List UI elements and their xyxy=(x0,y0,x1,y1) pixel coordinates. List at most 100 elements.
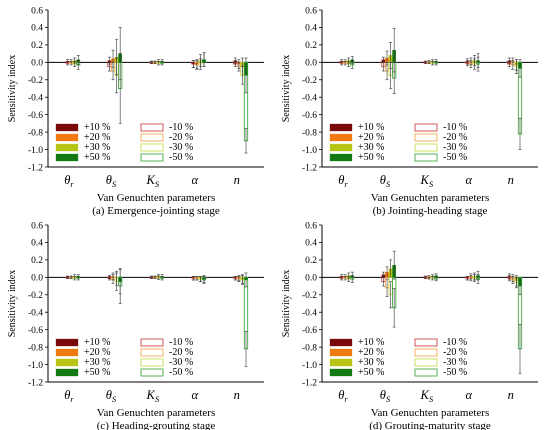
legend-swatch-hollow-1 xyxy=(140,338,164,347)
legend-label: -20 % xyxy=(169,347,193,358)
y-tick-label: -0.4 xyxy=(302,309,317,319)
x-tick-label: θr xyxy=(338,173,348,189)
legend-label: +50 % xyxy=(84,152,110,163)
y-tick-label: 0.4 xyxy=(305,24,317,34)
y-tick-label: 0.0 xyxy=(31,274,43,284)
legend-label: -20 % xyxy=(443,132,467,143)
legend-label: -10 % xyxy=(443,122,467,133)
legend-label: -10 % xyxy=(169,337,193,348)
y-tick-label: -0.8 xyxy=(28,343,43,353)
legend-label: +10 % xyxy=(358,122,384,133)
y-tick-label: -0.6 xyxy=(28,111,43,121)
legend: +10 % -10 % +20 % -20 % +30 % -30 % +50 % -50 % xyxy=(329,337,467,378)
legend-swatch-hollow-4 xyxy=(140,368,164,377)
legend-swatch-hollow-2 xyxy=(414,348,438,357)
x-tick-label: θr xyxy=(64,173,74,189)
legend: +10 % -10 % +20 % -20 % +30 % -30 % +50 % -50 % xyxy=(55,122,193,163)
legend-swatch-filled-4 xyxy=(329,153,353,162)
y-tick-label: -0.2 xyxy=(302,291,317,301)
x-tick-label: n xyxy=(508,173,514,187)
legend-swatch-filled-1 xyxy=(329,123,353,132)
y-tick-label: 0.4 xyxy=(31,239,43,249)
chart-panel-b: 0.6 0.4 0.2 0.0 -0.2 -0.4 -0.6 -0.8 -1.0 -1.2 Sens… xyxy=(281,6,538,217)
chart-panel-c: 0.6 0.4 0.2 0.0 -0.2 -0.4 -0.6 -0.8 -1.0 -1.2 Sens… xyxy=(7,221,264,430)
y-tick-label: -1.0 xyxy=(28,361,43,371)
x-axis-label: Van Genuchten parameters xyxy=(97,192,216,204)
y-tick-label: -1.0 xyxy=(302,146,317,156)
y-tick-label: -1.2 xyxy=(28,378,43,388)
x-tick-label: α xyxy=(192,173,199,187)
legend-swatch-hollow-3 xyxy=(414,358,438,367)
legend-swatch-hollow-2 xyxy=(414,133,438,142)
y-tick-label: -0.2 xyxy=(28,291,43,301)
legend-swatch-hollow-3 xyxy=(140,143,164,152)
legend-swatch-filled-2 xyxy=(329,133,353,142)
y-tick-label: -0.6 xyxy=(302,111,317,121)
y-tick-label: 0.0 xyxy=(305,59,317,69)
legend-label: +50 % xyxy=(358,152,384,163)
y-tick-label: 0.0 xyxy=(305,274,317,284)
x-tick-label: θS xyxy=(380,388,391,404)
legend-swatch-filled-4 xyxy=(329,368,353,377)
legend-label: +10 % xyxy=(84,122,110,133)
y-tick-label: -1.0 xyxy=(28,146,43,156)
y-tick-label: -1.2 xyxy=(302,163,317,173)
legend-label: +20 % xyxy=(358,347,384,358)
legend-label: -50 % xyxy=(443,152,467,163)
y-tick-label: -0.4 xyxy=(28,94,43,104)
legend-swatch-hollow-3 xyxy=(414,143,438,152)
x-tick-label: n xyxy=(234,173,240,187)
legend: +10 % -10 % +20 % -20 % +30 % -30 % +50 % -50 % xyxy=(329,122,467,163)
x-tick-label: KS xyxy=(146,173,160,189)
x-axis-label: Van Genuchten parameters xyxy=(371,192,490,204)
x-tick-label: KS xyxy=(420,173,434,189)
x-tick-label: n xyxy=(234,388,240,402)
x-tick-label: α xyxy=(466,388,473,402)
y-axis-label: Sensitivity index xyxy=(7,55,18,123)
legend-swatch-filled-3 xyxy=(329,358,353,367)
legend-swatch-filled-2 xyxy=(329,348,353,357)
legend-label: +30 % xyxy=(84,357,110,368)
x-tick-label: α xyxy=(192,388,199,402)
y-tick-label: 0.6 xyxy=(31,6,43,16)
legend-swatch-hollow-1 xyxy=(140,123,164,132)
legend-label: +30 % xyxy=(358,142,384,153)
legend-label: +50 % xyxy=(358,367,384,378)
legend-label: +20 % xyxy=(84,347,110,358)
legend-label: -10 % xyxy=(169,122,193,133)
y-tick-label: -0.4 xyxy=(302,94,317,104)
legend-label: -50 % xyxy=(169,152,193,163)
x-tick-label: KS xyxy=(420,388,434,404)
y-tick-label: 0.6 xyxy=(31,221,43,231)
legend-swatch-filled-1 xyxy=(55,338,79,347)
y-tick-label: 0.6 xyxy=(305,221,317,231)
x-tick-label: α xyxy=(466,173,473,187)
y-tick-label: -0.2 xyxy=(302,76,317,86)
legend-label: -20 % xyxy=(443,347,467,358)
y-tick-label: 0.2 xyxy=(31,41,43,51)
x-tick-label: n xyxy=(508,388,514,402)
legend-swatch-filled-1 xyxy=(55,123,79,132)
legend-swatch-hollow-4 xyxy=(140,153,164,162)
y-tick-label: -0.8 xyxy=(302,343,317,353)
legend-swatch-hollow-2 xyxy=(140,348,164,357)
x-axis-label: Van Genuchten parameters xyxy=(371,407,490,419)
y-tick-label: -0.8 xyxy=(28,128,43,138)
chart-panel-a: 0.6 0.4 0.2 0.0 -0.2 -0.4 -0.6 -0.8 -1.0 -1.2 Sens… xyxy=(7,6,264,217)
y-tick-label: 0.4 xyxy=(305,239,317,249)
legend-label: -30 % xyxy=(169,357,193,368)
y-tick-label: 0.6 xyxy=(305,6,317,16)
y-tick-label: -0.4 xyxy=(28,309,43,319)
legend-label: -50 % xyxy=(169,367,193,378)
legend-swatch-filled-1 xyxy=(329,338,353,347)
x-tick-label: θS xyxy=(106,388,117,404)
y-tick-label: -1.0 xyxy=(302,361,317,371)
y-tick-label: -0.2 xyxy=(28,76,43,86)
legend-label: +10 % xyxy=(358,337,384,348)
y-tick-label: 0.0 xyxy=(31,59,43,69)
legend-label: +30 % xyxy=(84,142,110,153)
y-tick-label: 0.2 xyxy=(305,41,317,51)
y-tick-label: -0.6 xyxy=(302,326,317,336)
x-tick-label: KS xyxy=(146,388,160,404)
